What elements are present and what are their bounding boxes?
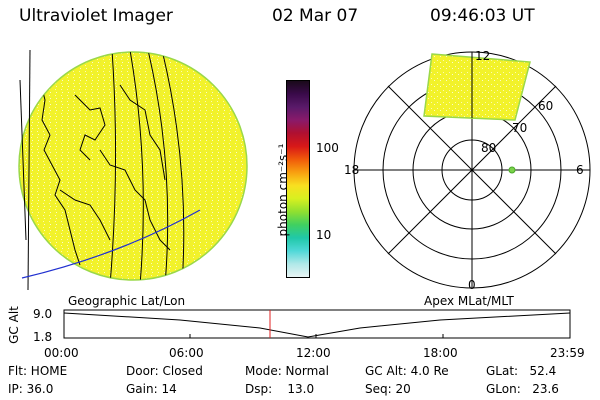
flight-status: Flt: HOME	[8, 364, 68, 378]
coastline	[39, 79, 81, 266]
altitude-axis-label: GC Alt	[7, 306, 21, 344]
mlat-label-60: 60	[538, 99, 553, 113]
time-tick-2359: 23:59	[550, 346, 585, 360]
door-status: Door: Closed	[126, 364, 203, 378]
geographic-longitude: GLon: 23.6	[486, 382, 559, 396]
gc-altitude: GC Alt: 4.0 Re	[365, 364, 449, 378]
mlt-label-6: 6	[576, 163, 584, 177]
coastline	[74, 94, 106, 161]
mlt-label-18: 18	[344, 163, 359, 177]
globe-caption: Geographic Lat/Lon	[68, 294, 186, 308]
polar-caption: Apex MLat/MLT	[424, 294, 514, 308]
altitude-tick-low: 1.8	[33, 330, 53, 344]
meridian-line	[147, 52, 169, 280]
meridian-line	[27, 49, 31, 290]
mlt-diagonal	[387, 85, 557, 255]
globe-image-panel	[18, 49, 248, 290]
mode-status: Mode: Normal	[245, 364, 329, 378]
polar-image-footprint	[423, 53, 531, 121]
coastline	[119, 84, 166, 181]
satellite-position-marker	[508, 166, 516, 174]
time-tick-1200: 12:00	[296, 346, 331, 360]
time-label: 09:46:03 UT	[430, 6, 535, 26]
meridian-line	[109, 52, 117, 280]
meridian-line	[129, 52, 144, 280]
globe-disk	[18, 51, 248, 281]
date-label: 02 Mar 07	[272, 6, 359, 26]
mlt-label-12: 12	[475, 49, 490, 63]
altitude-curve	[63, 312, 571, 338]
mlat-label-80: 80	[481, 141, 496, 155]
meridian-line	[19, 79, 27, 241]
colorbar-tick-100: 100	[316, 141, 339, 155]
time-tick-1800: 18:00	[423, 346, 458, 360]
coastline	[59, 189, 111, 241]
dsp-value: Dsp: 13.0	[245, 382, 315, 396]
sequence-value: Seq: 20	[365, 382, 411, 396]
colorbar-unit-label: photon cm⁻²s⁻¹	[276, 143, 290, 237]
colorbar-tick-10: 10	[316, 228, 332, 242]
altitude-tick-high: 9.0	[33, 307, 53, 321]
altitude-plot-frame	[63, 309, 571, 339]
mlt-label-0: 0	[468, 278, 476, 292]
time-tick-0000: 00:00	[44, 346, 79, 360]
instrument-title: Ultraviolet Imager	[19, 6, 173, 26]
color-scale-gradient	[287, 81, 309, 277]
time-tick-0600: 06:00	[169, 346, 204, 360]
meridian-line	[161, 52, 185, 280]
coastline	[99, 149, 171, 251]
polar-plot-panel: 12 18 6 0 60 70 80	[344, 49, 591, 292]
orbit-track	[21, 209, 201, 279]
altitude-plot	[63, 309, 571, 339]
ip-value: IP: 36.0	[8, 382, 54, 396]
geographic-latitude: GLat: 52.4	[486, 364, 557, 378]
gain-value: Gain: 14	[126, 382, 177, 396]
color-scale-bar	[286, 80, 310, 278]
mlat-label-70: 70	[512, 121, 527, 135]
